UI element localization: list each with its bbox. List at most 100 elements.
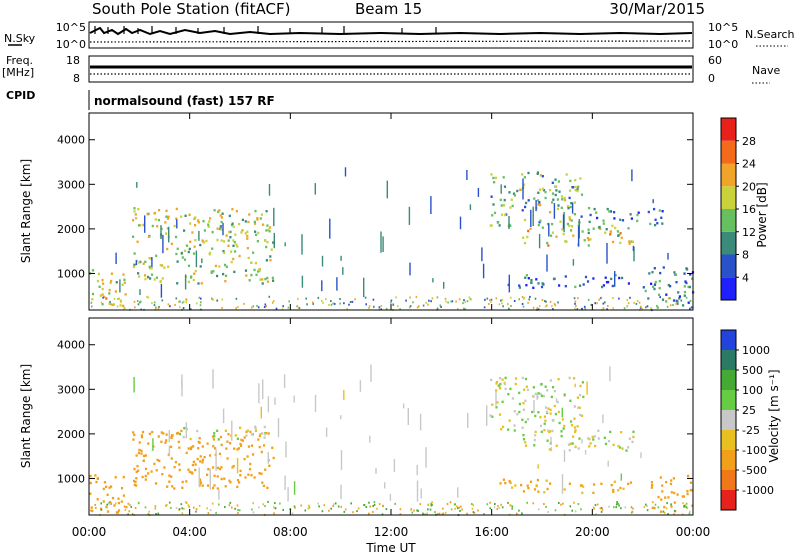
power-echo-cell [119,299,122,302]
power-noise-cell [659,296,661,299]
velocity-echo-cell [548,448,551,451]
velocity-noise-cell [594,504,597,507]
power-echo-cell [123,281,126,284]
power-echo-cell [148,267,152,270]
velocity-echo-cell [236,479,240,482]
power-echo-cell [556,207,559,211]
velocity-echo-cell [651,484,654,487]
velocity-noise-cell [601,508,604,511]
velocity-streak [486,405,488,426]
power-noise-cell [532,306,535,309]
velocity-echo-cell [507,393,510,396]
power-noise-cell [118,297,120,300]
power-echo-cell [176,260,179,263]
velocity-noise-cell [442,512,445,515]
power-echo-cell [587,238,590,241]
power-echo-cell [580,215,583,218]
power-echo-cell [662,266,665,269]
velocity-noise-cell [645,503,647,506]
velocity-echo-cell [211,435,215,438]
velocity-noise-cell [180,503,183,506]
velocity-streak [314,394,317,412]
velocity-echo-cell [246,455,249,458]
power-noise-cell [440,305,442,308]
power-echo-cell [232,257,235,261]
velocity-echo-cell [227,433,230,436]
velocity-echo-cell [650,481,653,484]
velocity-noise-cell [543,503,545,505]
power-streak [321,255,324,267]
velocity-echo-cell [250,474,253,477]
velocity-echo-cell [164,441,167,444]
velocity-echo-cell [120,487,124,490]
velocity-echo-cell [627,482,630,486]
power-echo-cell [250,261,253,264]
velocity-echo-cell [141,475,144,479]
velocity-noise-cell [100,508,103,511]
velocity-noise-cell [293,505,296,508]
velocity-echo-cell [511,486,514,489]
power-echo-cell [174,235,178,239]
power-echo-cell [166,217,170,220]
velocity-noise-cell [267,500,269,503]
power-echo-cell [539,174,542,177]
velocity-streak [212,369,214,389]
velocity-streak [222,408,225,424]
power-echo-cell [530,281,533,284]
power-noise-cell [373,305,375,308]
power-echo-cell [268,226,272,229]
velocity-streak [416,464,418,476]
velocity-echo-cell [533,488,537,491]
velocity-noise-cell [237,512,239,514]
velocity-echo-cell [537,392,540,395]
power-noise-cell [364,296,367,299]
power-streak [430,196,432,214]
power-echo-cell [557,180,560,183]
velocity-streak [402,403,405,409]
power-ytick-label: 3000 [57,178,85,191]
velocity-echo-cell [500,428,503,431]
velocity-echo-cell [263,444,266,447]
power-echo-cell [188,213,191,216]
velocity-echo-cell [109,501,112,504]
velocity-noise-cell [155,513,157,515]
velocity-echo-cell [587,437,590,440]
velocity-echo-cell [140,435,144,439]
velocity-echo-cell [663,505,666,509]
power-echo-cell [525,201,528,205]
velocity-echo-cell [689,481,692,484]
velocity-echo-cell [206,484,210,487]
power-noise-cell [325,298,327,301]
power-echo-cell [193,245,196,248]
velocity-echo-cell [251,433,254,436]
power-echo-cell [202,241,205,244]
velocity-echo-cell [567,443,570,446]
power-noise-cell [618,297,620,300]
velocity-echo-cell [136,464,139,468]
velocity-echo-cell [133,483,136,487]
velocity-echo-cell [236,437,239,440]
power-echo-cell [619,241,622,245]
velocity-echo-cell [495,389,498,392]
velocity-noise-cell [128,510,130,513]
velocity-streak [168,445,171,457]
power-echo-cell [647,297,650,300]
power-streak [198,230,200,241]
power-echo-cell [535,278,538,281]
power-noise-cell [549,300,552,303]
velocity-echo-cell [197,447,200,450]
power-echo-cell [216,238,219,242]
power-echo-cell [184,214,187,217]
power-noise-cell [645,306,647,309]
velocity-echo-cell [659,476,662,479]
velocity-streak [369,435,371,443]
velocity-echo-cell [619,486,622,490]
velocity-colorbar-segment [721,470,736,490]
velocity-noise-cell [689,510,691,513]
power-noise-cell [252,305,255,308]
velocity-echo-cell [207,468,210,471]
velocity-streak [340,415,342,420]
velocity-echo-cell [236,448,239,451]
velocity-echo-cell [557,410,560,414]
velocity-noise-cell [328,509,330,512]
